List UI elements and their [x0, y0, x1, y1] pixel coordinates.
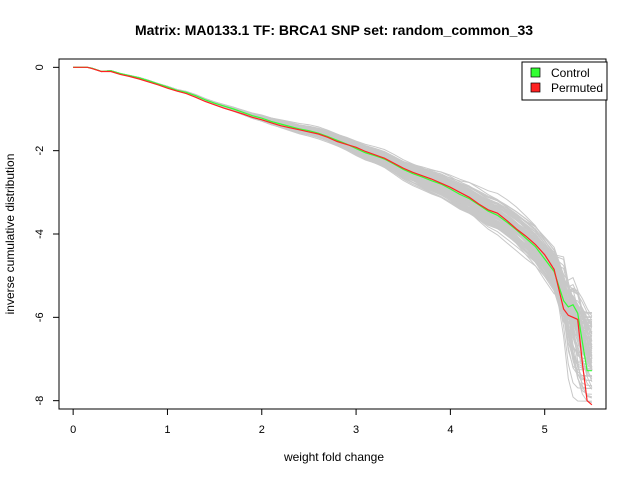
permutation-curve [73, 66, 592, 345]
permutation-curve [73, 66, 593, 334]
permutation-curve [73, 66, 592, 339]
x-axis: 0 1 2 3 4 5 [70, 408, 548, 436]
permutation-curve [73, 66, 593, 334]
permutation-curve [73, 66, 593, 342]
permutation-curve [73, 66, 592, 350]
permutation-curve [73, 66, 593, 347]
x-tick-label: 0 [70, 424, 76, 436]
permutation-curve [73, 66, 593, 337]
legend-label-control: Control [551, 66, 590, 80]
x-tick-label: 1 [164, 424, 170, 436]
x-tick-label: 5 [542, 424, 548, 436]
permutation-curve [73, 66, 593, 335]
y-axis-label: inverse cumulative distribution [3, 154, 17, 315]
permutation-curve [73, 66, 592, 323]
permutation-curve [73, 66, 592, 315]
permutation-curve [73, 66, 592, 327]
permutation-curve [73, 66, 592, 314]
x-tick-label: 2 [259, 424, 265, 436]
y-tick-label: -2 [34, 146, 46, 156]
permutation-curve [73, 66, 593, 337]
permutation-curve [73, 66, 593, 333]
permutation-curve [73, 66, 593, 321]
permutation-curve [73, 66, 593, 342]
permutation-curve [73, 66, 593, 326]
permutation-curve [73, 66, 592, 348]
permutation-curve [73, 66, 593, 357]
y-tick-label: -8 [34, 396, 46, 406]
series-line-permuted [73, 66, 593, 406]
permutation-curve [73, 66, 593, 352]
legend: Control Permuted [521, 61, 608, 101]
permutation-curve [73, 66, 593, 323]
permutation-curve [73, 66, 593, 328]
x-tick-label: 3 [353, 424, 359, 436]
permutation-curve [73, 66, 593, 330]
x-axis-label: weight fold change [283, 450, 384, 464]
permutation-curve [73, 66, 592, 318]
chart-title: Matrix: MA0133.1 TF: BRCA1 SNP set: rand… [135, 22, 533, 38]
permutation-curve [73, 66, 593, 323]
permutation-curve [73, 66, 592, 318]
legend-label-permuted: Permuted [551, 81, 603, 95]
permutation-curve [73, 66, 593, 333]
permutation-curve [73, 66, 592, 329]
legend-swatch-permuted [530, 82, 541, 93]
permutation-curve [73, 66, 593, 347]
permutation-curve [73, 66, 593, 333]
permutation-curve [73, 66, 593, 349]
permutation-curve [73, 66, 593, 341]
permutation-curve [73, 66, 593, 325]
permutation-curve [73, 66, 592, 324]
permutation-curve [73, 66, 593, 346]
y-tick-label: -4 [34, 229, 46, 239]
permutation-curve [73, 66, 592, 324]
permutation-curve [73, 66, 593, 317]
permutation-curve [73, 66, 592, 321]
permutation-curve [73, 66, 592, 318]
permutation-curve [73, 66, 593, 348]
permutation-curve [73, 66, 592, 338]
permutation-curve [73, 66, 592, 330]
permutation-curve [73, 66, 593, 356]
permutation-curve [73, 66, 593, 350]
legend-swatch-control [530, 67, 541, 78]
series-lines [73, 66, 593, 406]
permutation-curves [73, 66, 593, 403]
y-tick-label: 0 [34, 64, 46, 70]
x-tick-label: 4 [447, 424, 453, 436]
y-tick-label: -6 [34, 312, 46, 322]
permutation-curve [73, 66, 592, 324]
permutation-curve [73, 66, 592, 323]
permutation-curve [73, 66, 592, 338]
permutation-curve [73, 66, 593, 333]
permutation-curve [73, 66, 593, 328]
permutation-curve [73, 66, 592, 350]
permutation-curve [73, 66, 592, 313]
y-axis: 0 -2 -4 -6 -8 [34, 64, 60, 406]
